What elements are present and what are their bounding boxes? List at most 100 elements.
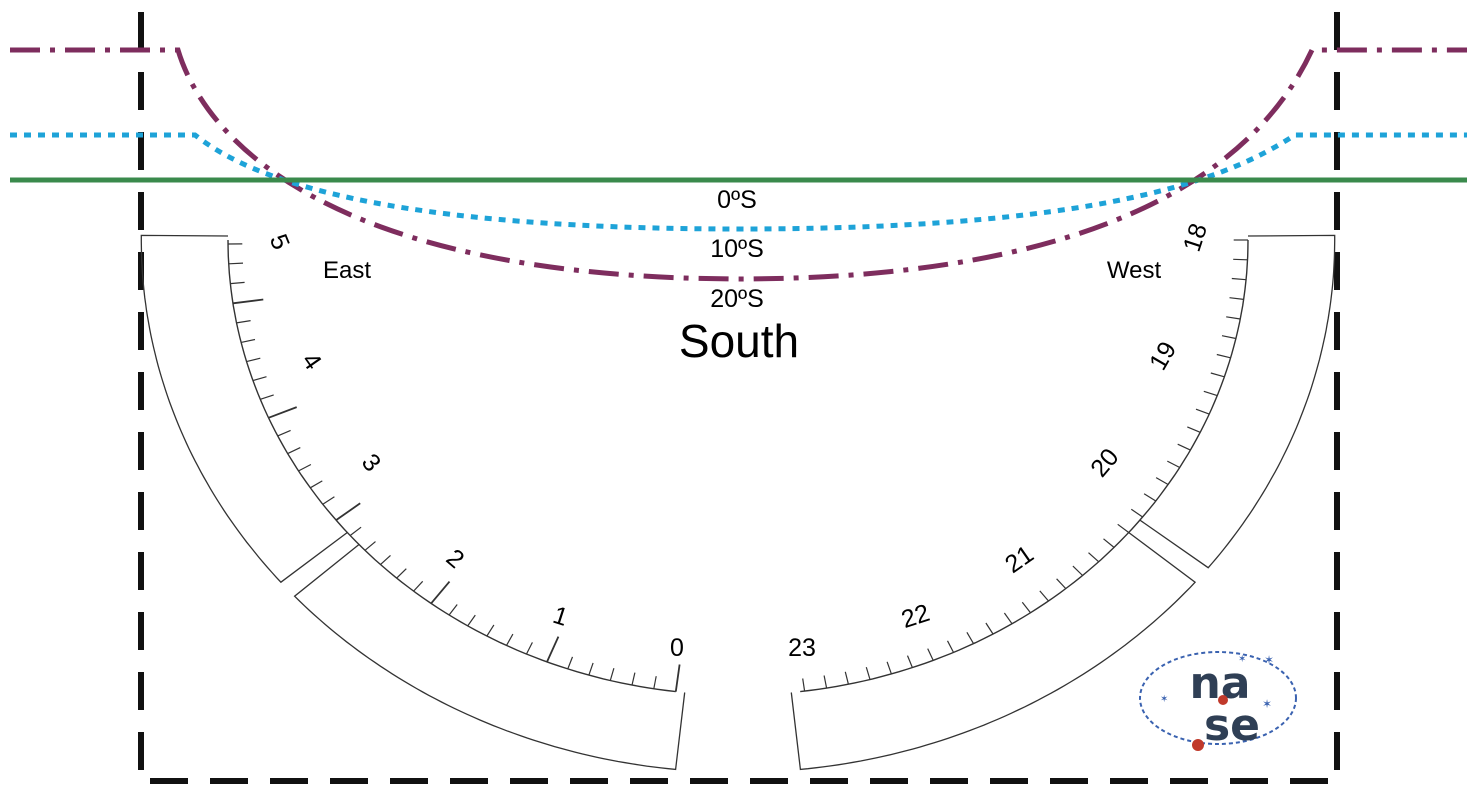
scale-minor-tick: [278, 430, 291, 436]
hour-label-23: 23: [788, 634, 816, 662]
scale-minor-tick: [1057, 579, 1066, 589]
scale-minor-tick: [381, 555, 391, 564]
scale-minor-tick: [299, 465, 311, 471]
logo-star-icon: ✶: [1160, 694, 1168, 705]
scale-minor-tick: [1178, 444, 1191, 450]
logo-sun-icon: [1218, 695, 1228, 705]
scale-minor-tick: [1118, 524, 1129, 532]
hour-label-0: 0: [670, 634, 684, 662]
scale-minor-tick: [350, 527, 361, 535]
scale-minor-tick: [414, 581, 423, 591]
logo-text-bottom: se: [1204, 700, 1260, 751]
scale-minor-tick: [1089, 553, 1099, 562]
scale-minor-tick: [397, 569, 407, 578]
scale-minor-tick: [310, 481, 322, 488]
scale-minor-tick: [986, 623, 993, 634]
scale-major-tick: [547, 637, 558, 662]
tab-bottom-right: [791, 533, 1195, 770]
scale-minor-tick: [1204, 391, 1217, 395]
scale-minor-tick: [1196, 409, 1209, 414]
scale-minor-tick: [237, 321, 251, 323]
scale-minor-tick: [928, 649, 934, 661]
hour-label-22: 22: [898, 599, 933, 634]
scale-minor-tick: [230, 282, 244, 283]
nase-logo: na se ✶ ✶ ✶ ✶: [1140, 652, 1296, 751]
logo-star-icon: ✶: [1238, 654, 1246, 665]
scale-minor-tick: [1156, 478, 1168, 485]
scale-major-tick: [269, 407, 297, 418]
scale-arc-left: [228, 240, 676, 692]
scale-minor-tick: [589, 663, 593, 675]
tab-left: [141, 235, 347, 582]
label-lat-0: 0ºS: [717, 186, 757, 214]
scale-minor-tick: [323, 497, 335, 504]
scale-minor-tick: [568, 657, 573, 669]
scale-minor-tick: [1232, 279, 1246, 280]
logo-planet-icon: [1192, 739, 1204, 751]
scale-minor-tick: [908, 656, 913, 668]
scale-minor-tick: [1167, 461, 1179, 467]
label-west: West: [1107, 257, 1162, 284]
logo-star-icon: ✶: [1264, 653, 1274, 667]
scale-major-tick: [233, 300, 263, 304]
scale-major-tick: [336, 503, 360, 520]
scale-minor-tick: [1073, 566, 1083, 575]
hour-label-2: 2: [441, 544, 470, 574]
scale-minor-tick: [1022, 602, 1030, 612]
scale-minor-tick: [288, 448, 301, 454]
scale-minor-tick: [527, 642, 533, 654]
tab-bottom-left: [295, 545, 685, 770]
scale-minor-tick: [507, 634, 513, 645]
scale-minor-tick: [1131, 509, 1142, 517]
scale-minor-tick: [487, 625, 494, 636]
scale-minor-tick: [1004, 613, 1012, 624]
scale-minor-tick: [468, 615, 476, 626]
scale-minor-tick: [253, 377, 267, 381]
scale-minor-tick: [1040, 591, 1049, 601]
scale-minor-tick: [365, 542, 376, 551]
hour-label-18: 18: [1178, 220, 1213, 255]
scale-minor-tick: [1222, 336, 1236, 339]
scale-minor-tick: [229, 263, 243, 264]
hour-label-3: 3: [356, 449, 386, 478]
logo-star-icon: ✶: [1262, 697, 1272, 711]
scale-minor-tick: [866, 667, 870, 679]
scale-minor-tick: [1226, 317, 1240, 319]
scale-minor-tick: [967, 632, 974, 643]
label-east: East: [323, 257, 371, 284]
hour-label-5: 5: [264, 230, 295, 253]
scale-minor-tick: [1104, 539, 1115, 548]
scale-minor-tick: [1144, 494, 1156, 501]
scale-minor-tick: [1217, 355, 1231, 358]
scale-major-tick: [676, 665, 680, 692]
scale-minor-tick: [654, 676, 656, 689]
hour-label-19: 19: [1144, 337, 1182, 375]
scale-minor-tick: [887, 662, 891, 674]
scale-minor-tick: [948, 641, 954, 653]
scale-major-tick: [431, 582, 449, 604]
scale-minor-tick: [1233, 259, 1247, 260]
scale-minor-tick: [824, 676, 827, 689]
scale-minor-tick: [610, 668, 614, 680]
scale-minor-tick: [632, 673, 635, 686]
scale-minor-tick: [1187, 427, 1200, 432]
scale-minor-tick: [845, 672, 848, 684]
scale-arc-right: [800, 240, 1248, 692]
label-south: South: [679, 315, 799, 367]
hour-label-4: 4: [296, 348, 327, 376]
tab-right: [1140, 235, 1335, 567]
label-lat-20: 20ºS: [710, 285, 764, 313]
scale-minor-tick: [1230, 298, 1244, 300]
hour-label-21: 21: [1000, 540, 1039, 579]
scale-minor-tick: [1211, 373, 1225, 377]
scale-minor-tick: [260, 395, 273, 399]
scale-minor-tick: [803, 679, 805, 692]
scale-minor-tick: [449, 605, 457, 616]
scale-minor-tick: [241, 340, 255, 343]
label-lat-10: 10ºS: [710, 235, 764, 263]
hour-label-20: 20: [1085, 443, 1124, 482]
hour-label-1: 1: [550, 601, 572, 632]
scale-minor-tick: [247, 358, 261, 361]
